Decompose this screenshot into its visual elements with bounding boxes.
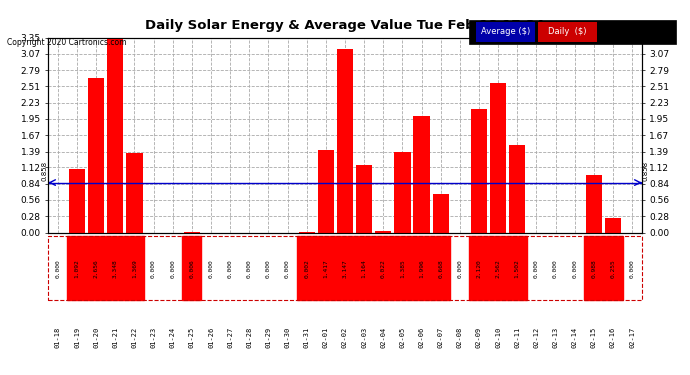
Text: 02-01: 02-01 bbox=[323, 327, 329, 348]
Text: 0.000: 0.000 bbox=[228, 259, 233, 278]
Text: 1.502: 1.502 bbox=[515, 259, 520, 278]
Text: 3.348: 3.348 bbox=[112, 259, 118, 278]
Text: 0.000: 0.000 bbox=[285, 259, 290, 278]
Bar bbox=[586, 175, 602, 232]
Text: 02-11: 02-11 bbox=[514, 327, 520, 348]
Text: 02-16: 02-16 bbox=[610, 327, 616, 348]
Text: 0.000: 0.000 bbox=[151, 259, 156, 278]
Text: 01-23: 01-23 bbox=[150, 327, 157, 348]
Text: 1.417: 1.417 bbox=[324, 259, 328, 278]
Text: 02-06: 02-06 bbox=[419, 327, 424, 348]
Text: 0.255: 0.255 bbox=[611, 259, 615, 278]
Bar bbox=[490, 83, 506, 232]
Bar bbox=[605, 217, 621, 232]
Bar bbox=[69, 169, 85, 232]
Text: Copyright 2020 Cartronics.com: Copyright 2020 Cartronics.com bbox=[7, 38, 126, 47]
Text: 0.858: 0.858 bbox=[642, 161, 649, 182]
Text: 0.000: 0.000 bbox=[170, 259, 175, 278]
Text: 02-03: 02-03 bbox=[361, 327, 367, 348]
Text: 02-05: 02-05 bbox=[400, 327, 406, 348]
Text: 01-29: 01-29 bbox=[266, 327, 271, 348]
Text: 01-18: 01-18 bbox=[55, 327, 61, 348]
Text: 02-09: 02-09 bbox=[476, 327, 482, 348]
Bar bbox=[471, 109, 487, 232]
Text: Daily  ($): Daily ($) bbox=[549, 27, 586, 36]
Text: 02-13: 02-13 bbox=[553, 327, 559, 348]
Text: 02-14: 02-14 bbox=[572, 327, 578, 348]
Text: 01-21: 01-21 bbox=[112, 327, 118, 348]
Text: 02-04: 02-04 bbox=[380, 327, 386, 348]
Bar bbox=[375, 231, 391, 232]
Text: 2.120: 2.120 bbox=[477, 259, 482, 278]
Text: 0.022: 0.022 bbox=[381, 259, 386, 278]
Text: 02-08: 02-08 bbox=[457, 327, 463, 348]
Text: 2.562: 2.562 bbox=[495, 259, 501, 278]
Bar bbox=[317, 150, 334, 232]
Text: 02-17: 02-17 bbox=[629, 327, 635, 348]
Text: 0.000: 0.000 bbox=[572, 259, 578, 278]
Text: 3.147: 3.147 bbox=[342, 259, 348, 278]
Text: 0.000: 0.000 bbox=[457, 259, 462, 278]
Text: 02-02: 02-02 bbox=[342, 327, 348, 348]
Text: 0.000: 0.000 bbox=[266, 259, 271, 278]
Bar bbox=[394, 152, 411, 232]
Text: 01-24: 01-24 bbox=[170, 327, 176, 348]
Text: 0.988: 0.988 bbox=[591, 259, 596, 278]
Text: 01-19: 01-19 bbox=[74, 327, 80, 348]
Text: 01-30: 01-30 bbox=[284, 327, 290, 348]
Bar bbox=[433, 194, 449, 232]
Text: 0.002: 0.002 bbox=[304, 259, 309, 278]
Text: 01-31: 01-31 bbox=[304, 327, 310, 348]
Text: 02-15: 02-15 bbox=[591, 327, 597, 348]
Bar bbox=[337, 50, 353, 232]
Text: 0.000: 0.000 bbox=[553, 259, 558, 278]
Text: 0.000: 0.000 bbox=[55, 259, 60, 278]
Bar bbox=[356, 165, 373, 232]
Text: 0.000: 0.000 bbox=[534, 259, 539, 278]
Bar bbox=[126, 153, 143, 232]
Bar bbox=[88, 78, 104, 232]
Bar bbox=[509, 145, 525, 232]
Text: 01-28: 01-28 bbox=[246, 327, 253, 348]
Text: 1.385: 1.385 bbox=[400, 259, 405, 278]
Text: 1.996: 1.996 bbox=[419, 259, 424, 278]
Bar bbox=[413, 116, 430, 232]
Text: 0.000: 0.000 bbox=[630, 259, 635, 278]
Text: 01-27: 01-27 bbox=[227, 327, 233, 348]
Text: 0.000: 0.000 bbox=[208, 259, 213, 278]
Text: Daily Solar Energy & Average Value Tue Feb 18 17:34: Daily Solar Energy & Average Value Tue F… bbox=[146, 19, 544, 32]
Text: 01-22: 01-22 bbox=[131, 327, 137, 348]
Text: 0.668: 0.668 bbox=[438, 259, 443, 278]
Text: 1.164: 1.164 bbox=[362, 259, 366, 278]
Text: 02-10: 02-10 bbox=[495, 327, 501, 348]
Text: 0.006: 0.006 bbox=[189, 259, 195, 278]
Text: 1.369: 1.369 bbox=[132, 259, 137, 278]
Text: 02-07: 02-07 bbox=[437, 327, 444, 348]
Bar bbox=[107, 38, 124, 232]
Text: 0.000: 0.000 bbox=[247, 259, 252, 278]
Text: 01-26: 01-26 bbox=[208, 327, 214, 348]
Text: 01-25: 01-25 bbox=[189, 327, 195, 348]
Text: 02-12: 02-12 bbox=[533, 327, 540, 348]
Text: 01-20: 01-20 bbox=[93, 327, 99, 348]
Text: 1.092: 1.092 bbox=[75, 259, 79, 278]
Text: 2.656: 2.656 bbox=[94, 259, 99, 278]
Text: Average ($): Average ($) bbox=[481, 27, 530, 36]
Text: 0.858: 0.858 bbox=[41, 161, 48, 182]
